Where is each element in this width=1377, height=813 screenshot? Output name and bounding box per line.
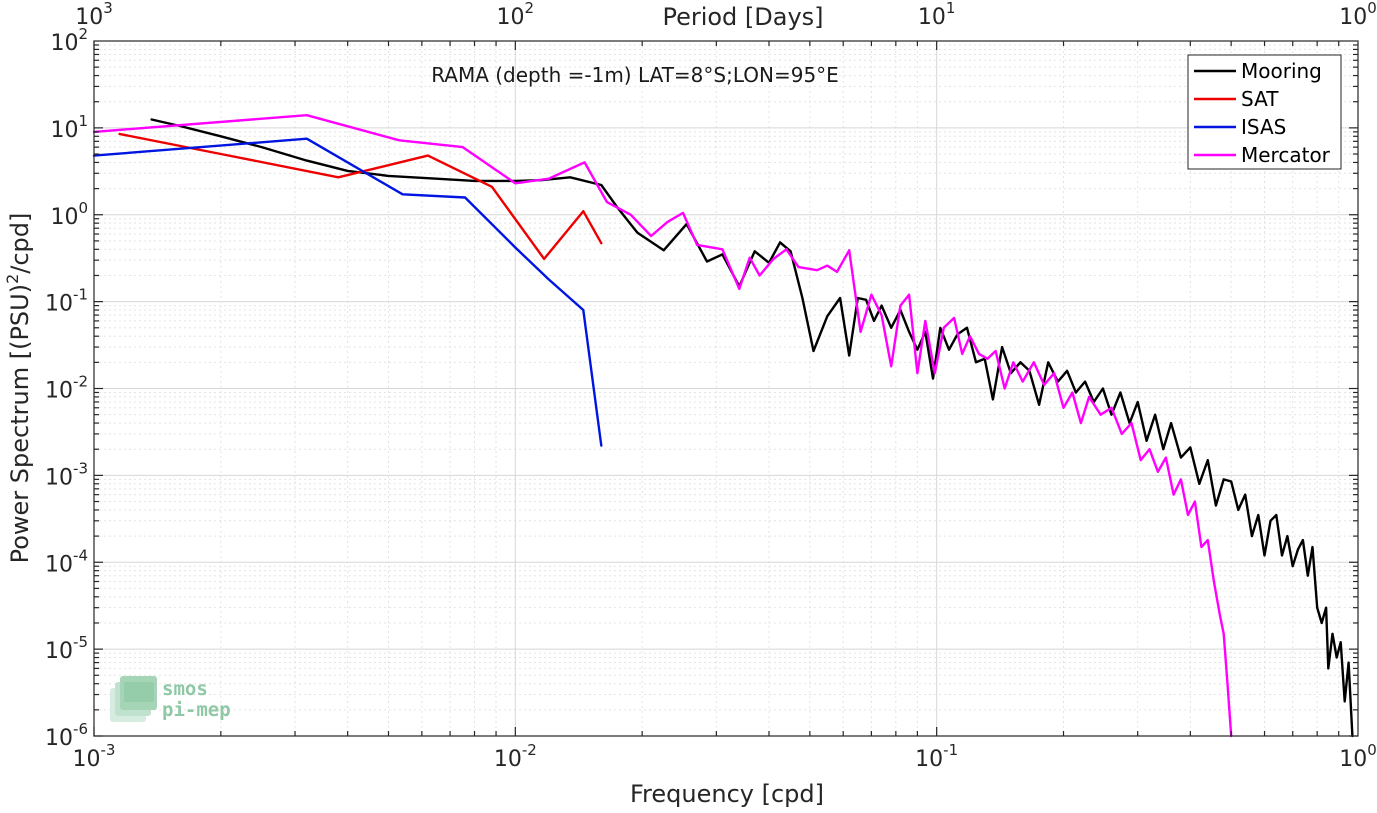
y-tick-label: 10-3 [45, 459, 88, 490]
y-tick-label: 101 [50, 112, 88, 143]
axes [93, 40, 1359, 737]
y-label-prefix: Power Spectrum [(PSU) [6, 284, 34, 563]
x-tick-label: 10-2 [494, 741, 537, 772]
y-label-superscript: 2 [3, 274, 22, 284]
y-tick-label: 102 [50, 25, 88, 56]
top-tick-label: 102 [497, 0, 535, 30]
legend-label-isas: ISAS [1241, 115, 1286, 139]
y-tick-label: 100 [50, 199, 88, 230]
y-tick-label: 10-2 [45, 373, 88, 404]
series-line-sat [118, 132, 603, 261]
legend-label-sat: SAT [1241, 87, 1279, 111]
x-axis-label: Frequency [cpd] [630, 780, 824, 808]
watermark-logo: smos pi-mep [110, 676, 231, 722]
series-line-isas [92, 137, 603, 447]
chart-title: RAMA (depth =-1m) LAT=8°S;LON=95°E [431, 63, 839, 87]
y-tick-label: 10-6 [45, 720, 88, 751]
top-axis-label: Period [Days] [662, 3, 823, 31]
series-line-mercator [92, 113, 1233, 738]
x-tick-label: 10-3 [73, 741, 116, 772]
x-tick-label: 100 [1339, 741, 1377, 772]
top-tick-label: 101 [918, 0, 956, 30]
y-axis-label: Power Spectrum [(PSU)2/cpd] [3, 213, 34, 564]
y-tick-label: 10-4 [45, 546, 88, 577]
y-tick-label: 10-5 [45, 633, 88, 664]
logo-icon [110, 676, 157, 722]
y-label-suffix: /cpd] [6, 213, 34, 274]
legend: Mooring SAT ISAS Mercator [1187, 54, 1342, 170]
top-tick-label: 103 [75, 0, 113, 30]
logo-text-line1: smos [162, 678, 208, 700]
top-tick-label: 100 [1339, 0, 1377, 30]
x-tick-label: 10-1 [915, 741, 958, 772]
legend-label-mercator: Mercator [1241, 143, 1331, 167]
legend-label-mooring: Mooring [1241, 59, 1322, 83]
series-line-mooring [150, 118, 1354, 738]
series-group [92, 113, 1354, 738]
y-tick-label: 10-1 [45, 286, 88, 317]
logo-text-line2: pi-mep [162, 699, 231, 721]
